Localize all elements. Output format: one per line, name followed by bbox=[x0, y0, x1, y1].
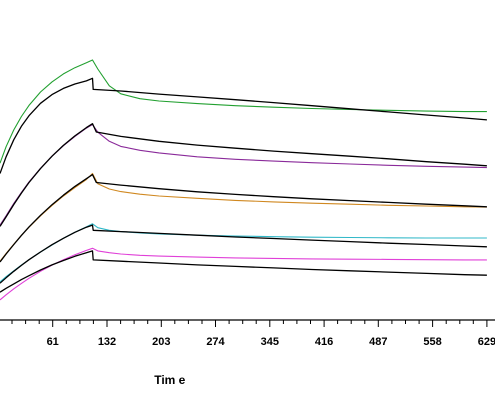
x-tick-label: 558 bbox=[423, 336, 441, 348]
x-axis-title: Tim e bbox=[154, 373, 185, 387]
x-tick-label: 416 bbox=[315, 336, 333, 348]
x-tick-label: 61 bbox=[47, 336, 59, 348]
series-layer bbox=[0, 59, 487, 301]
series-line-10-fit bbox=[0, 250, 487, 293]
series-line-4-fit bbox=[0, 123, 487, 227]
x-tick-label: 629 bbox=[478, 336, 495, 348]
series-line-5-data bbox=[0, 172, 487, 262]
x-tick-label: 487 bbox=[369, 336, 387, 348]
x-tick-label: 203 bbox=[152, 336, 170, 348]
x-tick-layer: 61 132 203 274 345 416 487 558 629 bbox=[11, 320, 495, 348]
x-tick-label: 345 bbox=[261, 336, 279, 348]
series-line-6-fit bbox=[0, 173, 487, 263]
series-line-8-fit bbox=[0, 224, 487, 284]
series-line-9-data bbox=[0, 247, 487, 301]
series-line-3-data bbox=[0, 123, 487, 226]
series-line-1-data bbox=[0, 59, 487, 164]
x-tick-label: 274 bbox=[206, 336, 225, 348]
series-line-2-fit bbox=[0, 77, 487, 174]
x-tick-label: 132 bbox=[98, 336, 116, 348]
